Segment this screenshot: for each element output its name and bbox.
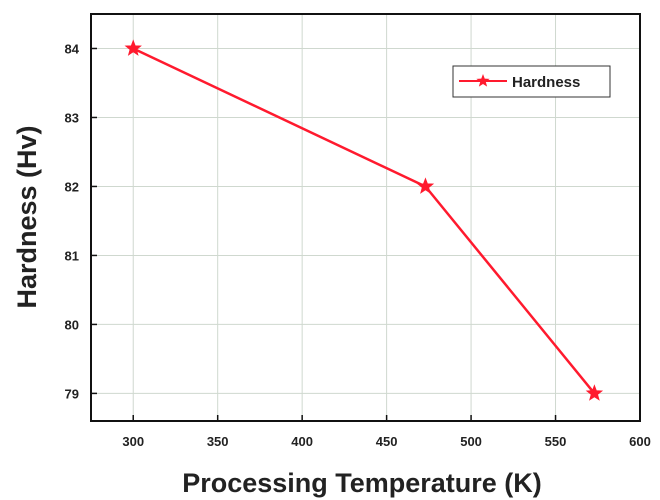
y-tick-label: 80 (65, 317, 79, 332)
x-tick-label: 450 (376, 434, 398, 449)
x-tick-label: 400 (291, 434, 313, 449)
x-tick-label: 600 (629, 434, 651, 449)
x-tick-label: 350 (207, 434, 229, 449)
y-tick-label: 79 (65, 386, 79, 401)
y-axis-title: Hardness (Hv) (12, 125, 42, 308)
series-line-hardness (132, 47, 596, 395)
data-point-star-marker (585, 384, 604, 401)
x-tick-label: 550 (545, 434, 567, 449)
axis-ticks: 300 350 400 450 500 550 600 79 80 81 82 83 84 (65, 41, 651, 449)
data-point-star-marker (124, 39, 142, 56)
y-tick-label: 81 (65, 248, 79, 263)
legend-label-hardness: Hardness (512, 74, 580, 91)
x-axis-title: Processing Temperature (K) (182, 468, 542, 498)
data-point-star-marker (416, 177, 435, 194)
series-layer (124, 39, 604, 401)
y-tick-label: 84 (65, 41, 80, 56)
y-tick-label: 82 (65, 179, 79, 194)
x-tick-label: 500 (460, 434, 482, 449)
y-tick-label: 83 (65, 110, 79, 125)
x-tick-label: 300 (122, 434, 144, 449)
legend: Hardness (452, 65, 611, 98)
plot-frame (90, 13, 641, 422)
legend-star-icon (476, 74, 490, 87)
